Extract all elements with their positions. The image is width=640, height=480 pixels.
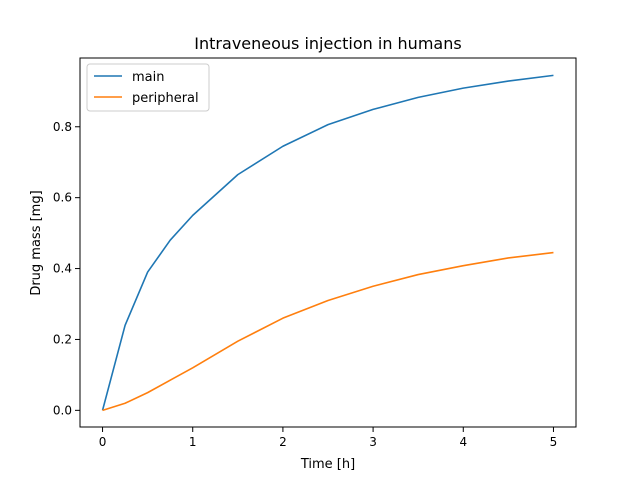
series-line-main [101, 74, 554, 411]
y-tick-label: 0.2 [53, 332, 72, 346]
legend: main peripheral [86, 63, 210, 112]
x-tick-label: 4 [459, 435, 467, 449]
x-tick-label: 3 [369, 435, 377, 449]
series-line-peripheral [102, 251, 554, 412]
y-tick-label: 0.4 [53, 262, 72, 276]
y-tick-label: 0.8 [53, 120, 72, 134]
x-axis-label: Time [h] [300, 457, 355, 472]
y-tick-label: 0.0 [53, 403, 72, 417]
chart-title: Intraveneous injection in humans [194, 34, 461, 53]
plot-area: 0 1 2 3 4 5 0.0 0.2 0.4 0.6 0.8 [53, 57, 577, 449]
x-tick-label: 0 [99, 435, 107, 449]
x-tick-label: 5 [550, 435, 558, 449]
y-tick-label: 0.6 [53, 191, 72, 205]
x-tick-label: 2 [279, 435, 287, 449]
x-tick-label: 1 [189, 435, 197, 449]
legend-label-peripheral: peripheral [132, 91, 199, 106]
axes-frame [79, 57, 577, 428]
y-axis-label: Drug mass [mg] [29, 190, 44, 295]
legend-label-main: main [132, 70, 164, 85]
